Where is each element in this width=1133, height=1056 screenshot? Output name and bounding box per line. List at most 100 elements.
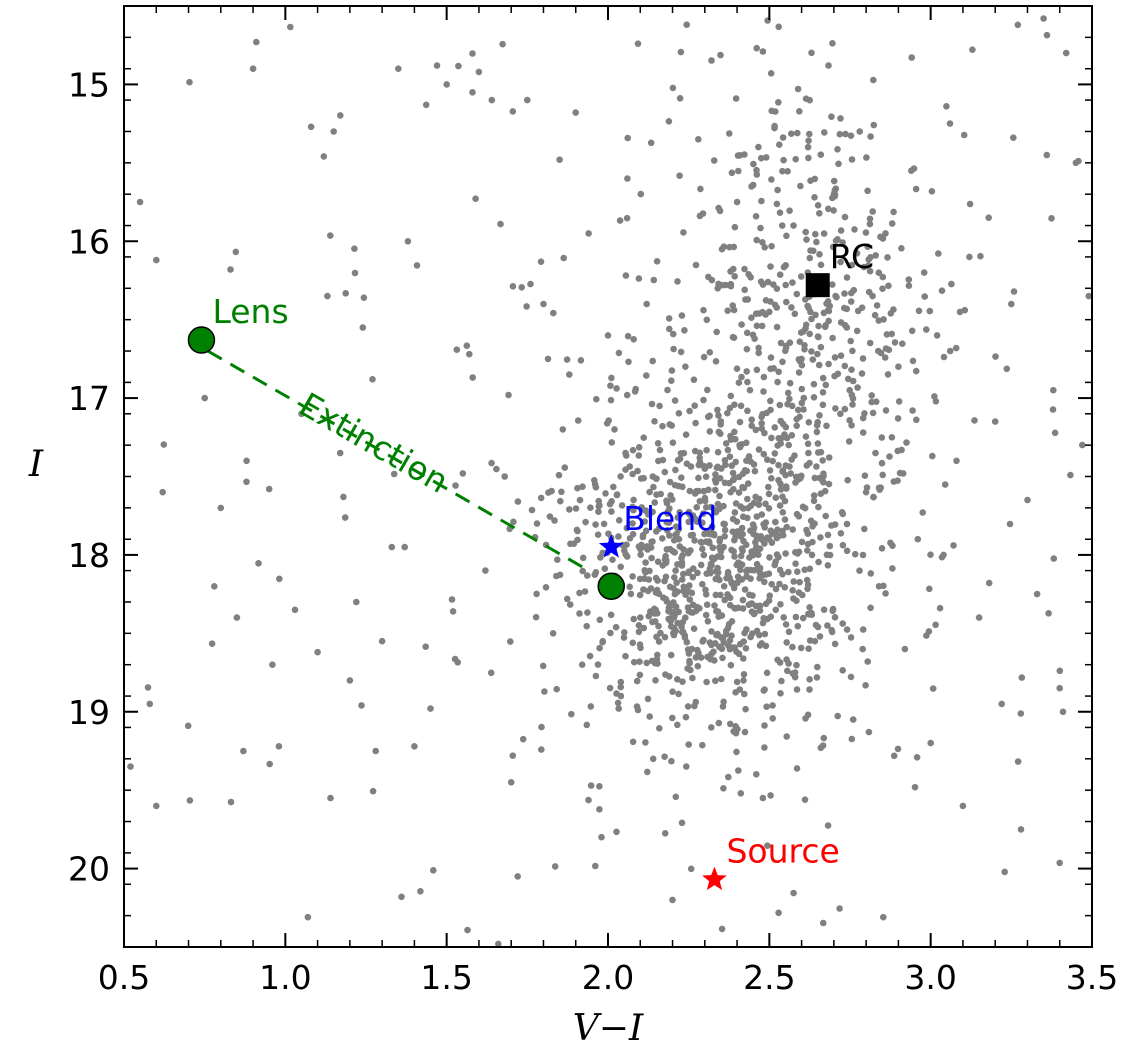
- field-star-point: [849, 395, 857, 402]
- field-star-point: [731, 474, 738, 482]
- field-star-point: [624, 175, 631, 182]
- field-star-point: [681, 327, 688, 334]
- field-star-point: [878, 459, 886, 467]
- field-star-point: [667, 651, 675, 659]
- field-star-point: [680, 229, 687, 236]
- field-star-point: [837, 258, 844, 266]
- field-star-point: [201, 394, 208, 402]
- field-star-point: [802, 296, 809, 303]
- field-star-point: [875, 317, 883, 324]
- field-star-point: [894, 477, 901, 485]
- field-star-point: [933, 332, 941, 339]
- field-star-point: [808, 348, 815, 355]
- field-star-point: [605, 530, 612, 537]
- field-star-point: [814, 333, 822, 340]
- field-star-point: [743, 541, 750, 549]
- field-star-point: [609, 556, 616, 563]
- field-star-point: [430, 867, 437, 874]
- field-star-point: [146, 700, 154, 708]
- field-star-point: [523, 303, 530, 310]
- field-star-point: [799, 503, 807, 511]
- field-star-point: [817, 534, 824, 541]
- field-star-point: [724, 568, 732, 576]
- field-star-point: [813, 238, 820, 246]
- field-star-point: [369, 376, 376, 383]
- field-star-point: [785, 441, 792, 449]
- field-star-point: [869, 208, 876, 215]
- field-star-point: [889, 565, 896, 572]
- field-star-point: [427, 705, 434, 712]
- field-star-point: [756, 564, 764, 572]
- field-star-point: [685, 741, 692, 748]
- field-star-point: [243, 457, 250, 465]
- field-star-point: [878, 434, 886, 441]
- y-tick-label: 17: [68, 379, 110, 418]
- field-star-point: [782, 347, 789, 355]
- field-star-point: [779, 467, 787, 474]
- plot-frame: [123, 5, 1093, 948]
- field-star-point: [829, 243, 837, 251]
- field-star-point: [608, 439, 616, 446]
- field-star-point: [769, 715, 776, 722]
- field-star-point: [926, 307, 934, 315]
- field-star-point: [938, 287, 946, 295]
- field-star-point: [637, 614, 644, 621]
- field-star-point: [798, 538, 806, 546]
- field-star-point: [732, 605, 739, 612]
- field-star-point: [831, 354, 839, 361]
- field-star-point: [641, 518, 648, 525]
- field-star-point: [811, 474, 819, 482]
- field-star-point: [863, 484, 871, 491]
- field-star-point: [771, 450, 779, 457]
- field-star-point: [743, 368, 750, 375]
- field-star-point: [647, 139, 655, 147]
- field-star-point: [789, 643, 796, 651]
- field-star-point: [533, 590, 540, 598]
- field-star-point: [779, 531, 787, 539]
- field-star-point: [775, 23, 782, 31]
- field-star-point: [689, 573, 697, 581]
- field-star-point: [617, 473, 624, 480]
- field-star-point: [748, 314, 755, 322]
- field-star-point: [837, 410, 844, 418]
- field-star-point: [733, 365, 741, 373]
- field-star-point: [186, 78, 193, 86]
- field-star-point: [782, 262, 789, 269]
- field-star-point: [738, 321, 745, 328]
- field-star-point: [252, 38, 260, 46]
- field-star-point: [899, 340, 906, 348]
- field-star-point: [757, 224, 764, 232]
- field-star-point: [795, 369, 803, 376]
- field-star-point: [636, 543, 644, 550]
- field-star-point: [782, 621, 790, 628]
- field-star-point: [699, 510, 707, 517]
- field-star-point: [635, 622, 643, 629]
- field-star-point: [841, 405, 849, 413]
- field-star-point: [829, 334, 836, 342]
- field-star-point: [729, 469, 737, 477]
- field-star-point: [703, 678, 710, 686]
- field-star-point: [736, 418, 744, 426]
- field-star-point: [538, 746, 545, 753]
- field-star-point: [640, 474, 647, 482]
- field-star-point: [765, 490, 773, 498]
- field-star-point: [821, 323, 829, 331]
- field-star-point: [336, 449, 344, 457]
- field-star-point: [596, 806, 603, 813]
- field-star-point: [741, 586, 749, 593]
- field-star-point: [809, 538, 816, 546]
- field-star-point: [1048, 215, 1055, 222]
- field-star-point: [674, 514, 681, 521]
- field-star-point: [776, 502, 784, 509]
- field-star-point: [699, 519, 706, 526]
- field-star-point: [794, 85, 802, 93]
- field-star-point: [537, 258, 545, 266]
- field-star-point: [791, 310, 799, 318]
- field-star-point: [808, 315, 815, 323]
- field-star-point: [932, 621, 939, 629]
- field-star-point: [725, 642, 732, 649]
- field-star-point: [733, 748, 740, 756]
- field-star-point: [694, 569, 701, 577]
- field-star-point: [599, 638, 606, 646]
- field-star-point: [527, 280, 534, 288]
